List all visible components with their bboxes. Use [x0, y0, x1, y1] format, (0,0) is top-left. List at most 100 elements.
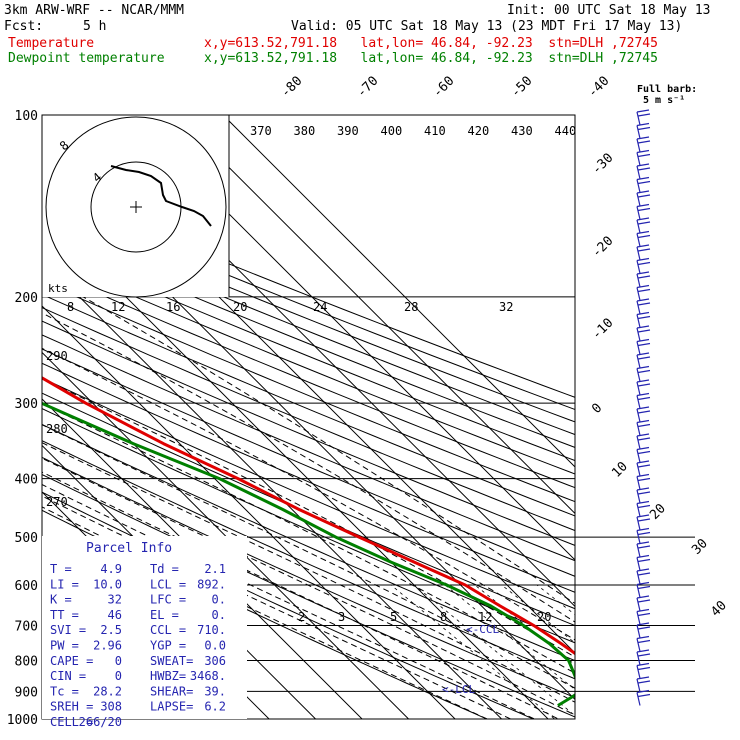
parcel-info-cell: LCL = — [150, 577, 186, 591]
temperature-tick-label: -80 — [278, 74, 305, 101]
theta-e-label: 280 — [46, 422, 68, 436]
wind-barb-flag — [637, 356, 651, 360]
wind-barb-flag — [636, 379, 650, 383]
mixing-ratio-upper-label: 24 — [313, 300, 327, 314]
dry-adiabat — [42, 473, 575, 718]
pressure-tick-label: 500 — [15, 531, 38, 546]
model-title: 3km ARW-WRF -- NCAR/MMM — [4, 3, 185, 18]
mixing-ratio-line — [444, 584, 575, 691]
moist-adiabat — [82, 296, 575, 605]
dry-adiabat — [42, 243, 575, 462]
wind-barb-staff — [636, 395, 641, 409]
wind-barb-flag — [637, 180, 651, 185]
temperature-tick-label: -70 — [354, 74, 381, 101]
wind-barb-staff — [636, 165, 641, 180]
temperature-legend-name: Temperature — [8, 36, 95, 51]
dry-adiabat — [42, 186, 575, 398]
mixing-ratio-upper-label: 28 — [404, 300, 418, 314]
wind-barb-flag — [637, 302, 651, 306]
wind-barb-flag — [636, 406, 650, 410]
parcel-info-cell: T = — [50, 562, 72, 576]
wind-barbs — [636, 109, 651, 706]
mixing-ratio-lower-label: 5 — [390, 610, 397, 624]
dry-adiabat — [42, 281, 575, 503]
parcel-info-cell: 0.0 — [204, 639, 226, 653]
wind-barb-flag — [637, 545, 651, 549]
wind-barb-flag — [637, 693, 651, 698]
parcel-info-cell: YGP = — [150, 639, 186, 653]
dry-adiabat — [42, 392, 575, 627]
temperature-tick-label: 30 — [689, 536, 711, 558]
mixing-ratio-lower-label: 12 — [478, 610, 492, 624]
pressure-tick-label: 800 — [15, 654, 38, 669]
wind-barb-flag — [637, 626, 651, 630]
wind-barb-flag — [636, 244, 650, 248]
wind-barb-flag — [636, 676, 650, 680]
wind-barb-flag — [637, 410, 651, 414]
dry-adiabat — [42, 423, 575, 662]
isotherm — [129, 115, 575, 561]
parcel-info-cell: LAPSE= — [150, 700, 193, 714]
wind-barb-staff — [636, 314, 641, 328]
theta-label: 370 — [250, 124, 272, 138]
parcel-info-cell: CIN = — [50, 669, 86, 683]
wind-barb-flag — [637, 167, 651, 171]
parcel-info-cell: 2.1 — [204, 562, 226, 576]
wind-barb-staff — [636, 246, 641, 261]
wind-barb-staff — [636, 449, 641, 463]
moist-adiabat — [42, 424, 575, 689]
moist-adiabat — [42, 312, 575, 623]
theta-label: 390 — [337, 124, 359, 138]
temperature-tick-label: 40 — [708, 598, 730, 620]
wind-barb-flag — [636, 352, 650, 356]
dry-adiabat — [42, 408, 575, 644]
wind-barb-flag — [636, 298, 650, 302]
parcel-info-cell: 266/20 — [79, 715, 122, 729]
wind-barb-staff — [636, 138, 641, 153]
wind-barb-flag — [637, 572, 651, 576]
wind-barb-flag — [636, 541, 650, 545]
forecast-label: Fcst: — [4, 19, 44, 34]
dry-adiabat — [42, 320, 575, 546]
temperature-tick-label: -60 — [430, 74, 457, 101]
wind-barb-staff — [636, 503, 641, 517]
valid-time: Valid: 05 UTC Sat 18 May 13 (23 MDT Fri … — [291, 19, 683, 34]
theta-label: 420 — [468, 124, 490, 138]
parcel-info-cell: HWBZ= — [150, 669, 186, 683]
parcel-info-cell: SWEAT= — [150, 654, 193, 668]
mixing-ratio-line — [390, 584, 556, 719]
pressure-tick-label: 300 — [15, 397, 38, 412]
dry-adiabat — [42, 293, 575, 517]
plot-frame — [41, 114, 576, 720]
parcel-info-cell: 710. — [197, 623, 226, 637]
wind-barb-flag — [636, 176, 650, 181]
parcel-info-cell: 2.5 — [100, 623, 122, 637]
wind-barb-flag — [636, 473, 650, 478]
wind-barb-staff — [636, 287, 641, 301]
wind-barb-flag — [637, 261, 651, 266]
wind-barb-flag — [636, 554, 650, 559]
wind-barb-flag — [637, 612, 651, 617]
temperature-legend-info: x,y=613.52,791.18 lat,lon= 46.84, -92.23… — [204, 36, 658, 51]
parcel-info-cell: CCL = — [150, 623, 186, 637]
wind-barb-flag — [637, 585, 651, 590]
dry-adiabat — [42, 440, 575, 680]
dry-adiabat — [42, 334, 575, 562]
theta-label: 440 — [555, 124, 577, 138]
parcel-info-cell: 0. — [212, 593, 226, 607]
wind-barb-flag — [637, 234, 651, 239]
hodograph: 8 4 kts — [42, 115, 230, 298]
hodograph-trace — [110, 165, 212, 227]
forecast-hour: 5 h — [83, 19, 107, 34]
parcel-info-cell: PW = — [50, 639, 79, 653]
parcel-info-cell: 0 — [115, 654, 122, 668]
wind-barb-staff — [636, 368, 641, 382]
wind-barb-flag — [636, 595, 650, 599]
wind-barb-flag — [637, 599, 651, 603]
wind-barb-flag — [636, 392, 650, 397]
wind-barb-flag — [636, 163, 650, 167]
wind-barb-flag — [636, 608, 650, 613]
wind-barb-flag — [636, 311, 650, 316]
wind-barb-flag — [637, 437, 651, 441]
